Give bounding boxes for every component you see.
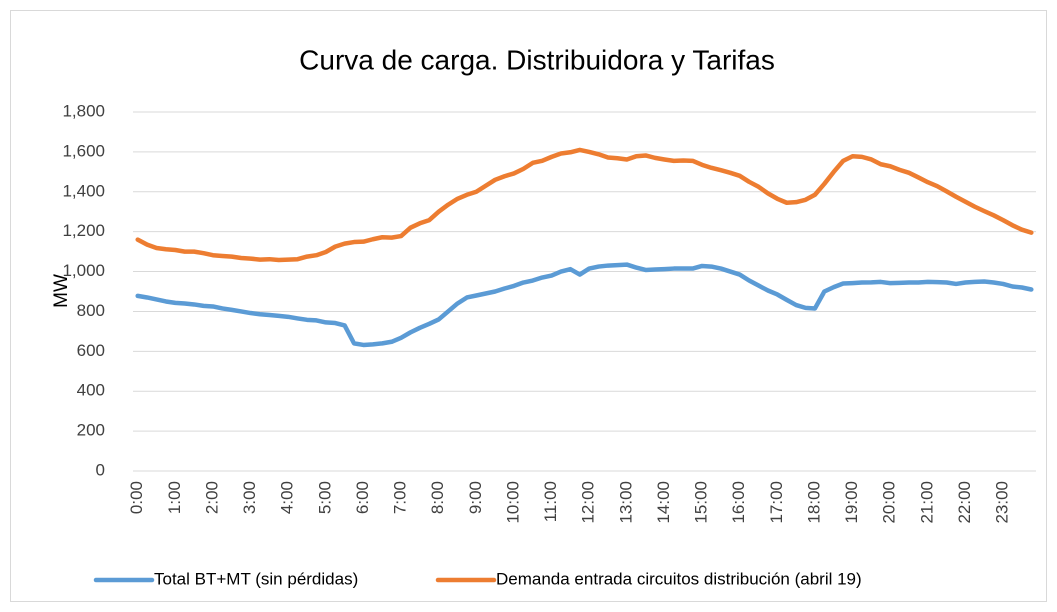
x-tick-label: 21:00: [917, 481, 936, 524]
y-tick-label: 1,200: [62, 221, 105, 240]
x-tick-label: 14:00: [654, 481, 673, 524]
y-tick-label: 1,000: [62, 261, 105, 280]
series-line: [135, 147, 1034, 263]
x-tick-label: 13:00: [616, 481, 635, 524]
chart-frame: [10, 10, 1047, 602]
x-tick-label: 20:00: [880, 481, 899, 524]
x-tick-label: 6:00: [353, 481, 372, 514]
y-tick-label: 0: [96, 460, 105, 479]
x-tick-label: 17:00: [767, 481, 786, 524]
y-tick-label: 1,400: [62, 181, 105, 200]
x-tick-label: 9:00: [466, 481, 485, 514]
x-tick-label: 15:00: [692, 481, 711, 524]
legend-label: Total BT+MT (sin pérdidas): [154, 569, 358, 588]
x-tick-label: 7:00: [391, 481, 410, 514]
x-tick-label: 16:00: [729, 481, 748, 524]
x-tick-label: 23:00: [993, 481, 1012, 524]
x-tick-label: 1:00: [165, 481, 184, 514]
y-tick-label: 400: [77, 381, 105, 400]
y-axis-label: MW: [51, 274, 72, 308]
legend-label: Demanda entrada circuitos distribución (…: [496, 569, 862, 588]
y-tick-label: 1,800: [62, 101, 105, 120]
x-tick-label: 8:00: [428, 481, 447, 514]
y-tick-label: 600: [77, 341, 105, 360]
x-tick-label: 18:00: [804, 481, 823, 524]
x-tick-label: 11:00: [541, 481, 560, 522]
y-tick-label: 800: [77, 301, 105, 320]
x-tick-label: 5:00: [315, 481, 334, 514]
x-tick-label: 10:00: [503, 481, 522, 524]
y-tick-label: 200: [77, 421, 105, 440]
x-tick-label: 0:00: [127, 481, 146, 514]
chart-title: Curva de carga. Distribuidora y Tarifas: [299, 44, 775, 75]
x-tick-label: 19:00: [842, 481, 861, 524]
x-tick-label: 4:00: [278, 481, 297, 514]
y-tick-label: 1,600: [62, 141, 105, 160]
x-tick-label: 12:00: [579, 481, 598, 524]
x-tick-label: 2:00: [202, 481, 221, 514]
x-tick-label: 22:00: [955, 481, 974, 524]
x-tick-label: 3:00: [240, 481, 259, 514]
series-line: [135, 262, 1034, 348]
